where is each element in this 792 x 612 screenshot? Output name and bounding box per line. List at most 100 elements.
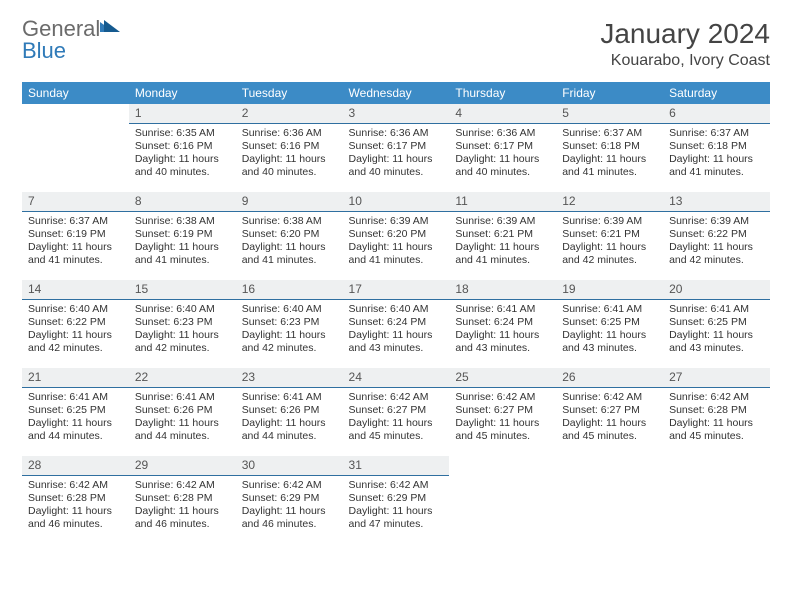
sunset-line: Sunset: 6:20 PM	[349, 228, 427, 240]
sunrise-line: Sunrise: 6:36 AM	[349, 127, 429, 139]
daylight-line: Daylight: 11 hours and 46 minutes.	[242, 505, 326, 530]
sunset-line: Sunset: 6:22 PM	[28, 316, 106, 328]
day-number: 4	[449, 104, 556, 124]
daylight-line: Daylight: 11 hours and 43 minutes.	[669, 329, 753, 354]
day-details: Sunrise: 6:37 AMSunset: 6:18 PMDaylight:…	[663, 124, 770, 184]
sunset-line: Sunset: 6:23 PM	[135, 316, 213, 328]
day-details: Sunrise: 6:42 AMSunset: 6:28 PMDaylight:…	[22, 476, 129, 536]
calendar-day-cell: 22Sunrise: 6:41 AMSunset: 6:26 PMDayligh…	[129, 368, 236, 456]
sunrise-line: Sunrise: 6:37 AM	[562, 127, 642, 139]
daylight-line: Daylight: 11 hours and 40 minutes.	[455, 153, 539, 178]
sunrise-line: Sunrise: 6:40 AM	[349, 303, 429, 315]
daylight-line: Daylight: 11 hours and 44 minutes.	[28, 417, 112, 442]
sunrise-line: Sunrise: 6:41 AM	[135, 391, 215, 403]
calendar-day-cell: 10Sunrise: 6:39 AMSunset: 6:20 PMDayligh…	[343, 192, 450, 280]
day-details: Sunrise: 6:41 AMSunset: 6:26 PMDaylight:…	[236, 388, 343, 448]
sunrise-line: Sunrise: 6:41 AM	[28, 391, 108, 403]
day-details: Sunrise: 6:38 AMSunset: 6:19 PMDaylight:…	[129, 212, 236, 272]
day-number: 25	[449, 368, 556, 388]
daylight-line: Daylight: 11 hours and 42 minutes.	[242, 329, 326, 354]
sunset-line: Sunset: 6:19 PM	[135, 228, 213, 240]
day-number: 6	[663, 104, 770, 124]
sunrise-line: Sunrise: 6:39 AM	[562, 215, 642, 227]
day-number: 7	[22, 192, 129, 212]
sunrise-line: Sunrise: 6:42 AM	[349, 391, 429, 403]
day-number: 19	[556, 280, 663, 300]
sunrise-line: Sunrise: 6:38 AM	[242, 215, 322, 227]
calendar-day-cell: 21Sunrise: 6:41 AMSunset: 6:25 PMDayligh…	[22, 368, 129, 456]
day-number: 14	[22, 280, 129, 300]
sunrise-line: Sunrise: 6:42 AM	[562, 391, 642, 403]
day-details: Sunrise: 6:39 AMSunset: 6:22 PMDaylight:…	[663, 212, 770, 272]
calendar-day-cell: 11Sunrise: 6:39 AMSunset: 6:21 PMDayligh…	[449, 192, 556, 280]
title-block: January 2024 Kouarabo, Ivory Coast	[600, 18, 770, 70]
header: General Blue January 2024 Kouarabo, Ivor…	[22, 18, 770, 70]
daylight-line: Daylight: 11 hours and 41 minutes.	[28, 241, 112, 266]
daylight-line: Daylight: 11 hours and 40 minutes.	[242, 153, 326, 178]
location: Kouarabo, Ivory Coast	[600, 52, 770, 70]
daylight-line: Daylight: 11 hours and 45 minutes.	[669, 417, 753, 442]
day-number: 29	[129, 456, 236, 476]
daylight-line: Daylight: 11 hours and 46 minutes.	[28, 505, 112, 530]
daylight-line: Daylight: 11 hours and 41 minutes.	[669, 153, 753, 178]
calendar-day-cell: 19Sunrise: 6:41 AMSunset: 6:25 PMDayligh…	[556, 280, 663, 368]
weekday-header: Monday	[129, 82, 236, 104]
day-number: 22	[129, 368, 236, 388]
sunset-line: Sunset: 6:19 PM	[28, 228, 106, 240]
daylight-line: Daylight: 11 hours and 46 minutes.	[135, 505, 219, 530]
day-details: Sunrise: 6:36 AMSunset: 6:17 PMDaylight:…	[449, 124, 556, 184]
calendar-day-cell: 12Sunrise: 6:39 AMSunset: 6:21 PMDayligh…	[556, 192, 663, 280]
sunset-line: Sunset: 6:18 PM	[669, 140, 747, 152]
sunset-line: Sunset: 6:18 PM	[562, 140, 640, 152]
day-number: 15	[129, 280, 236, 300]
daylight-line: Daylight: 11 hours and 42 minutes.	[135, 329, 219, 354]
sunset-line: Sunset: 6:21 PM	[455, 228, 533, 240]
daylight-line: Daylight: 11 hours and 41 minutes.	[242, 241, 326, 266]
calendar-day-cell: 28Sunrise: 6:42 AMSunset: 6:28 PMDayligh…	[22, 456, 129, 544]
day-details: Sunrise: 6:42 AMSunset: 6:28 PMDaylight:…	[663, 388, 770, 448]
day-number: 28	[22, 456, 129, 476]
calendar-day-cell: 26Sunrise: 6:42 AMSunset: 6:27 PMDayligh…	[556, 368, 663, 456]
day-number: 31	[343, 456, 450, 476]
day-details: Sunrise: 6:41 AMSunset: 6:26 PMDaylight:…	[129, 388, 236, 448]
sunset-line: Sunset: 6:27 PM	[349, 404, 427, 416]
sunrise-line: Sunrise: 6:37 AM	[669, 127, 749, 139]
sunrise-line: Sunrise: 6:40 AM	[242, 303, 322, 315]
daylight-line: Daylight: 11 hours and 41 minutes.	[135, 241, 219, 266]
sunrise-line: Sunrise: 6:37 AM	[28, 215, 108, 227]
sunset-line: Sunset: 6:17 PM	[349, 140, 427, 152]
sunrise-line: Sunrise: 6:42 AM	[135, 479, 215, 491]
calendar-day-cell: 27Sunrise: 6:42 AMSunset: 6:28 PMDayligh…	[663, 368, 770, 456]
calendar-day-cell: 3Sunrise: 6:36 AMSunset: 6:17 PMDaylight…	[343, 104, 450, 192]
daylight-line: Daylight: 11 hours and 41 minutes.	[455, 241, 539, 266]
day-number: 8	[129, 192, 236, 212]
sunrise-line: Sunrise: 6:41 AM	[455, 303, 535, 315]
daylight-line: Daylight: 11 hours and 41 minutes.	[349, 241, 433, 266]
sunset-line: Sunset: 6:17 PM	[455, 140, 533, 152]
day-number: 12	[556, 192, 663, 212]
sunset-line: Sunset: 6:25 PM	[562, 316, 640, 328]
sunrise-line: Sunrise: 6:36 AM	[242, 127, 322, 139]
day-details: Sunrise: 6:42 AMSunset: 6:29 PMDaylight:…	[236, 476, 343, 536]
calendar-day-cell: 31Sunrise: 6:42 AMSunset: 6:29 PMDayligh…	[343, 456, 450, 544]
logo-flag-icon	[100, 18, 122, 34]
day-details: Sunrise: 6:41 AMSunset: 6:24 PMDaylight:…	[449, 300, 556, 360]
calendar-day-cell: 9Sunrise: 6:38 AMSunset: 6:20 PMDaylight…	[236, 192, 343, 280]
calendar-week-row: 28Sunrise: 6:42 AMSunset: 6:28 PMDayligh…	[22, 456, 770, 544]
daylight-line: Daylight: 11 hours and 40 minutes.	[135, 153, 219, 178]
calendar-day-cell: 17Sunrise: 6:40 AMSunset: 6:24 PMDayligh…	[343, 280, 450, 368]
day-details: Sunrise: 6:37 AMSunset: 6:18 PMDaylight:…	[556, 124, 663, 184]
calendar-day-cell: 30Sunrise: 6:42 AMSunset: 6:29 PMDayligh…	[236, 456, 343, 544]
daylight-line: Daylight: 11 hours and 45 minutes.	[562, 417, 646, 442]
day-details: Sunrise: 6:38 AMSunset: 6:20 PMDaylight:…	[236, 212, 343, 272]
day-number: 26	[556, 368, 663, 388]
calendar-day-cell: 15Sunrise: 6:40 AMSunset: 6:23 PMDayligh…	[129, 280, 236, 368]
day-details: Sunrise: 6:40 AMSunset: 6:23 PMDaylight:…	[236, 300, 343, 360]
day-number: 30	[236, 456, 343, 476]
sunrise-line: Sunrise: 6:38 AM	[135, 215, 215, 227]
sunset-line: Sunset: 6:28 PM	[669, 404, 747, 416]
sunset-line: Sunset: 6:28 PM	[28, 492, 106, 504]
calendar-day-cell: 25Sunrise: 6:42 AMSunset: 6:27 PMDayligh…	[449, 368, 556, 456]
sunrise-line: Sunrise: 6:42 AM	[669, 391, 749, 403]
sunset-line: Sunset: 6:25 PM	[28, 404, 106, 416]
